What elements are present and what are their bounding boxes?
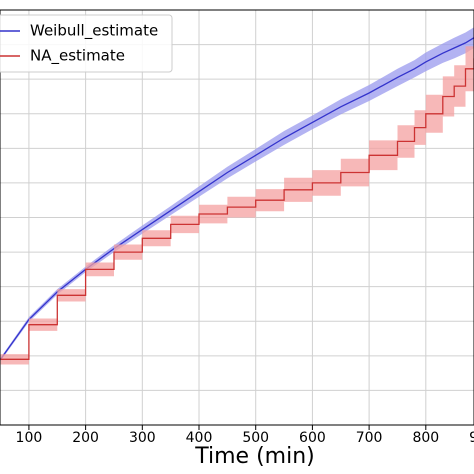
- legend-box: [0, 14, 173, 73]
- confidence-band: [0, 35, 474, 365]
- x-tick-label: 300: [129, 430, 156, 446]
- plot-frame: [0, 9, 474, 426]
- x-tick-label: 400: [186, 430, 213, 446]
- series-line: [0, 37, 474, 360]
- confidence-band: [0, 27, 474, 362]
- x-tick-label: 800: [412, 430, 439, 446]
- x-axis-label: Time (min): [194, 444, 315, 469]
- legend-label: Weibull_estimate: [30, 22, 158, 41]
- legend-label: NA_estimate: [30, 47, 125, 66]
- x-tick-label: 500: [242, 430, 269, 446]
- x-tick-label: 600: [299, 430, 326, 446]
- x-tick-label: 200: [72, 430, 99, 446]
- x-tick-label: 900: [469, 430, 474, 446]
- series-line: [0, 58, 474, 360]
- x-tick-label: 100: [16, 430, 43, 446]
- x-tick-label: 700: [356, 430, 383, 446]
